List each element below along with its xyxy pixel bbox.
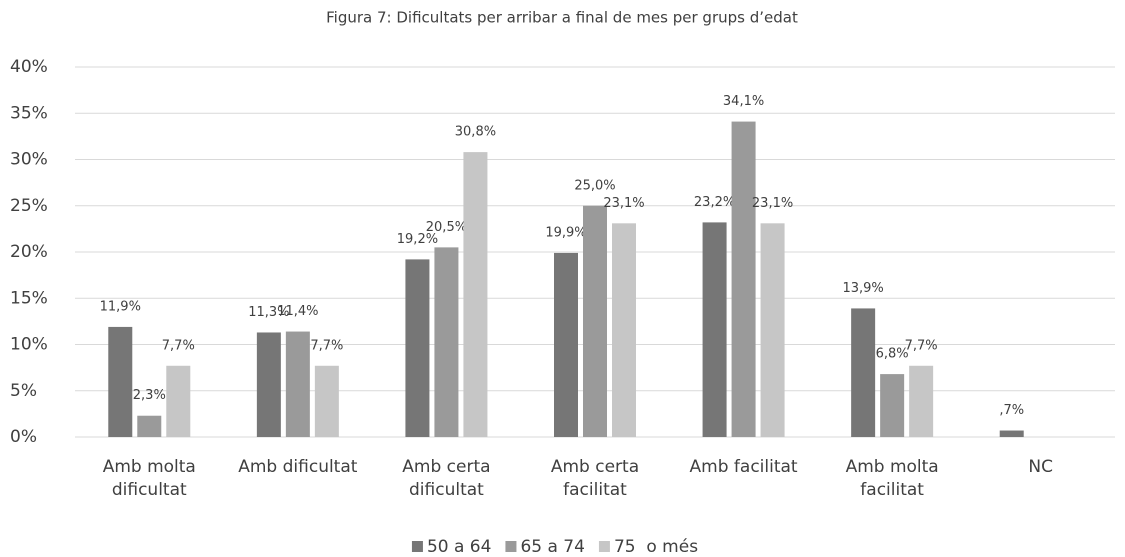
y-tick-label: 0% <box>10 427 37 447</box>
legend-swatch <box>505 541 517 552</box>
data-label: 2,3% <box>133 388 166 403</box>
data-label: 13,9% <box>842 281 883 296</box>
legend-swatch <box>411 541 423 552</box>
bar <box>256 332 281 437</box>
legend-label: 50 a 64 <box>427 537 492 557</box>
chart-title: Figura 7: Dificultats per arribar a fina… <box>326 9 798 27</box>
x-tick-label: Amb certa facilitat <box>550 457 640 500</box>
y-tick-label: 30% <box>10 150 48 170</box>
bar <box>166 365 191 437</box>
data-label: 11,4% <box>277 304 318 319</box>
legend-label: 65 a 74 <box>520 537 585 557</box>
data-label: 7,7% <box>162 338 195 353</box>
bar <box>702 222 727 437</box>
y-tick-label: 40% <box>10 57 48 77</box>
data-label: 23,1% <box>752 196 793 211</box>
data-label: 19,2% <box>397 232 438 247</box>
y-tick-label: 10% <box>10 335 48 355</box>
x-tick-label: Amb molta dificultat <box>102 457 196 500</box>
legend-swatch <box>598 541 610 552</box>
y-tick-label: 35% <box>10 103 48 123</box>
data-label: 23,2% <box>694 195 735 210</box>
data-label: 11,9% <box>100 299 141 314</box>
data-label: 34,1% <box>723 94 764 109</box>
data-label: 6,8% <box>876 347 909 362</box>
y-tick-label: 20% <box>10 242 48 262</box>
legend-label: 75 o més <box>614 537 698 557</box>
x-tick-label: NC <box>1028 457 1053 477</box>
bar <box>463 152 488 437</box>
bar <box>108 326 133 437</box>
data-label: 7,7% <box>905 338 938 353</box>
y-tick-label: 25% <box>10 196 48 216</box>
x-tick-label: Amb molta facilitat <box>845 457 939 500</box>
bar <box>434 247 459 437</box>
bar <box>999 430 1024 437</box>
bar <box>851 308 876 437</box>
y-tick-label: 15% <box>10 288 48 308</box>
bar <box>314 365 339 437</box>
bar <box>880 374 905 437</box>
bar <box>405 259 430 437</box>
data-label: 19,9% <box>545 225 586 240</box>
data-label: 30,8% <box>455 125 496 140</box>
data-label: 11,3% <box>248 305 289 320</box>
bar <box>612 223 636 437</box>
bar <box>760 223 785 437</box>
bar <box>137 415 162 437</box>
data-label: 20,5% <box>426 220 467 235</box>
x-tick-label: Amb certa dificultat <box>402 457 491 500</box>
bar <box>554 252 578 437</box>
x-tick-label: Amb facilitat <box>689 457 798 477</box>
data-label: 25,0% <box>574 178 615 193</box>
data-label: 23,1% <box>603 196 644 211</box>
bar <box>583 205 607 437</box>
y-tick-label: 5% <box>10 381 37 401</box>
bar <box>731 121 756 437</box>
data-label: ,7% <box>999 403 1024 418</box>
data-label: 7,7% <box>310 338 343 353</box>
x-tick-label: Amb dificultat <box>238 457 358 477</box>
bar <box>285 331 310 437</box>
bar <box>909 365 934 437</box>
